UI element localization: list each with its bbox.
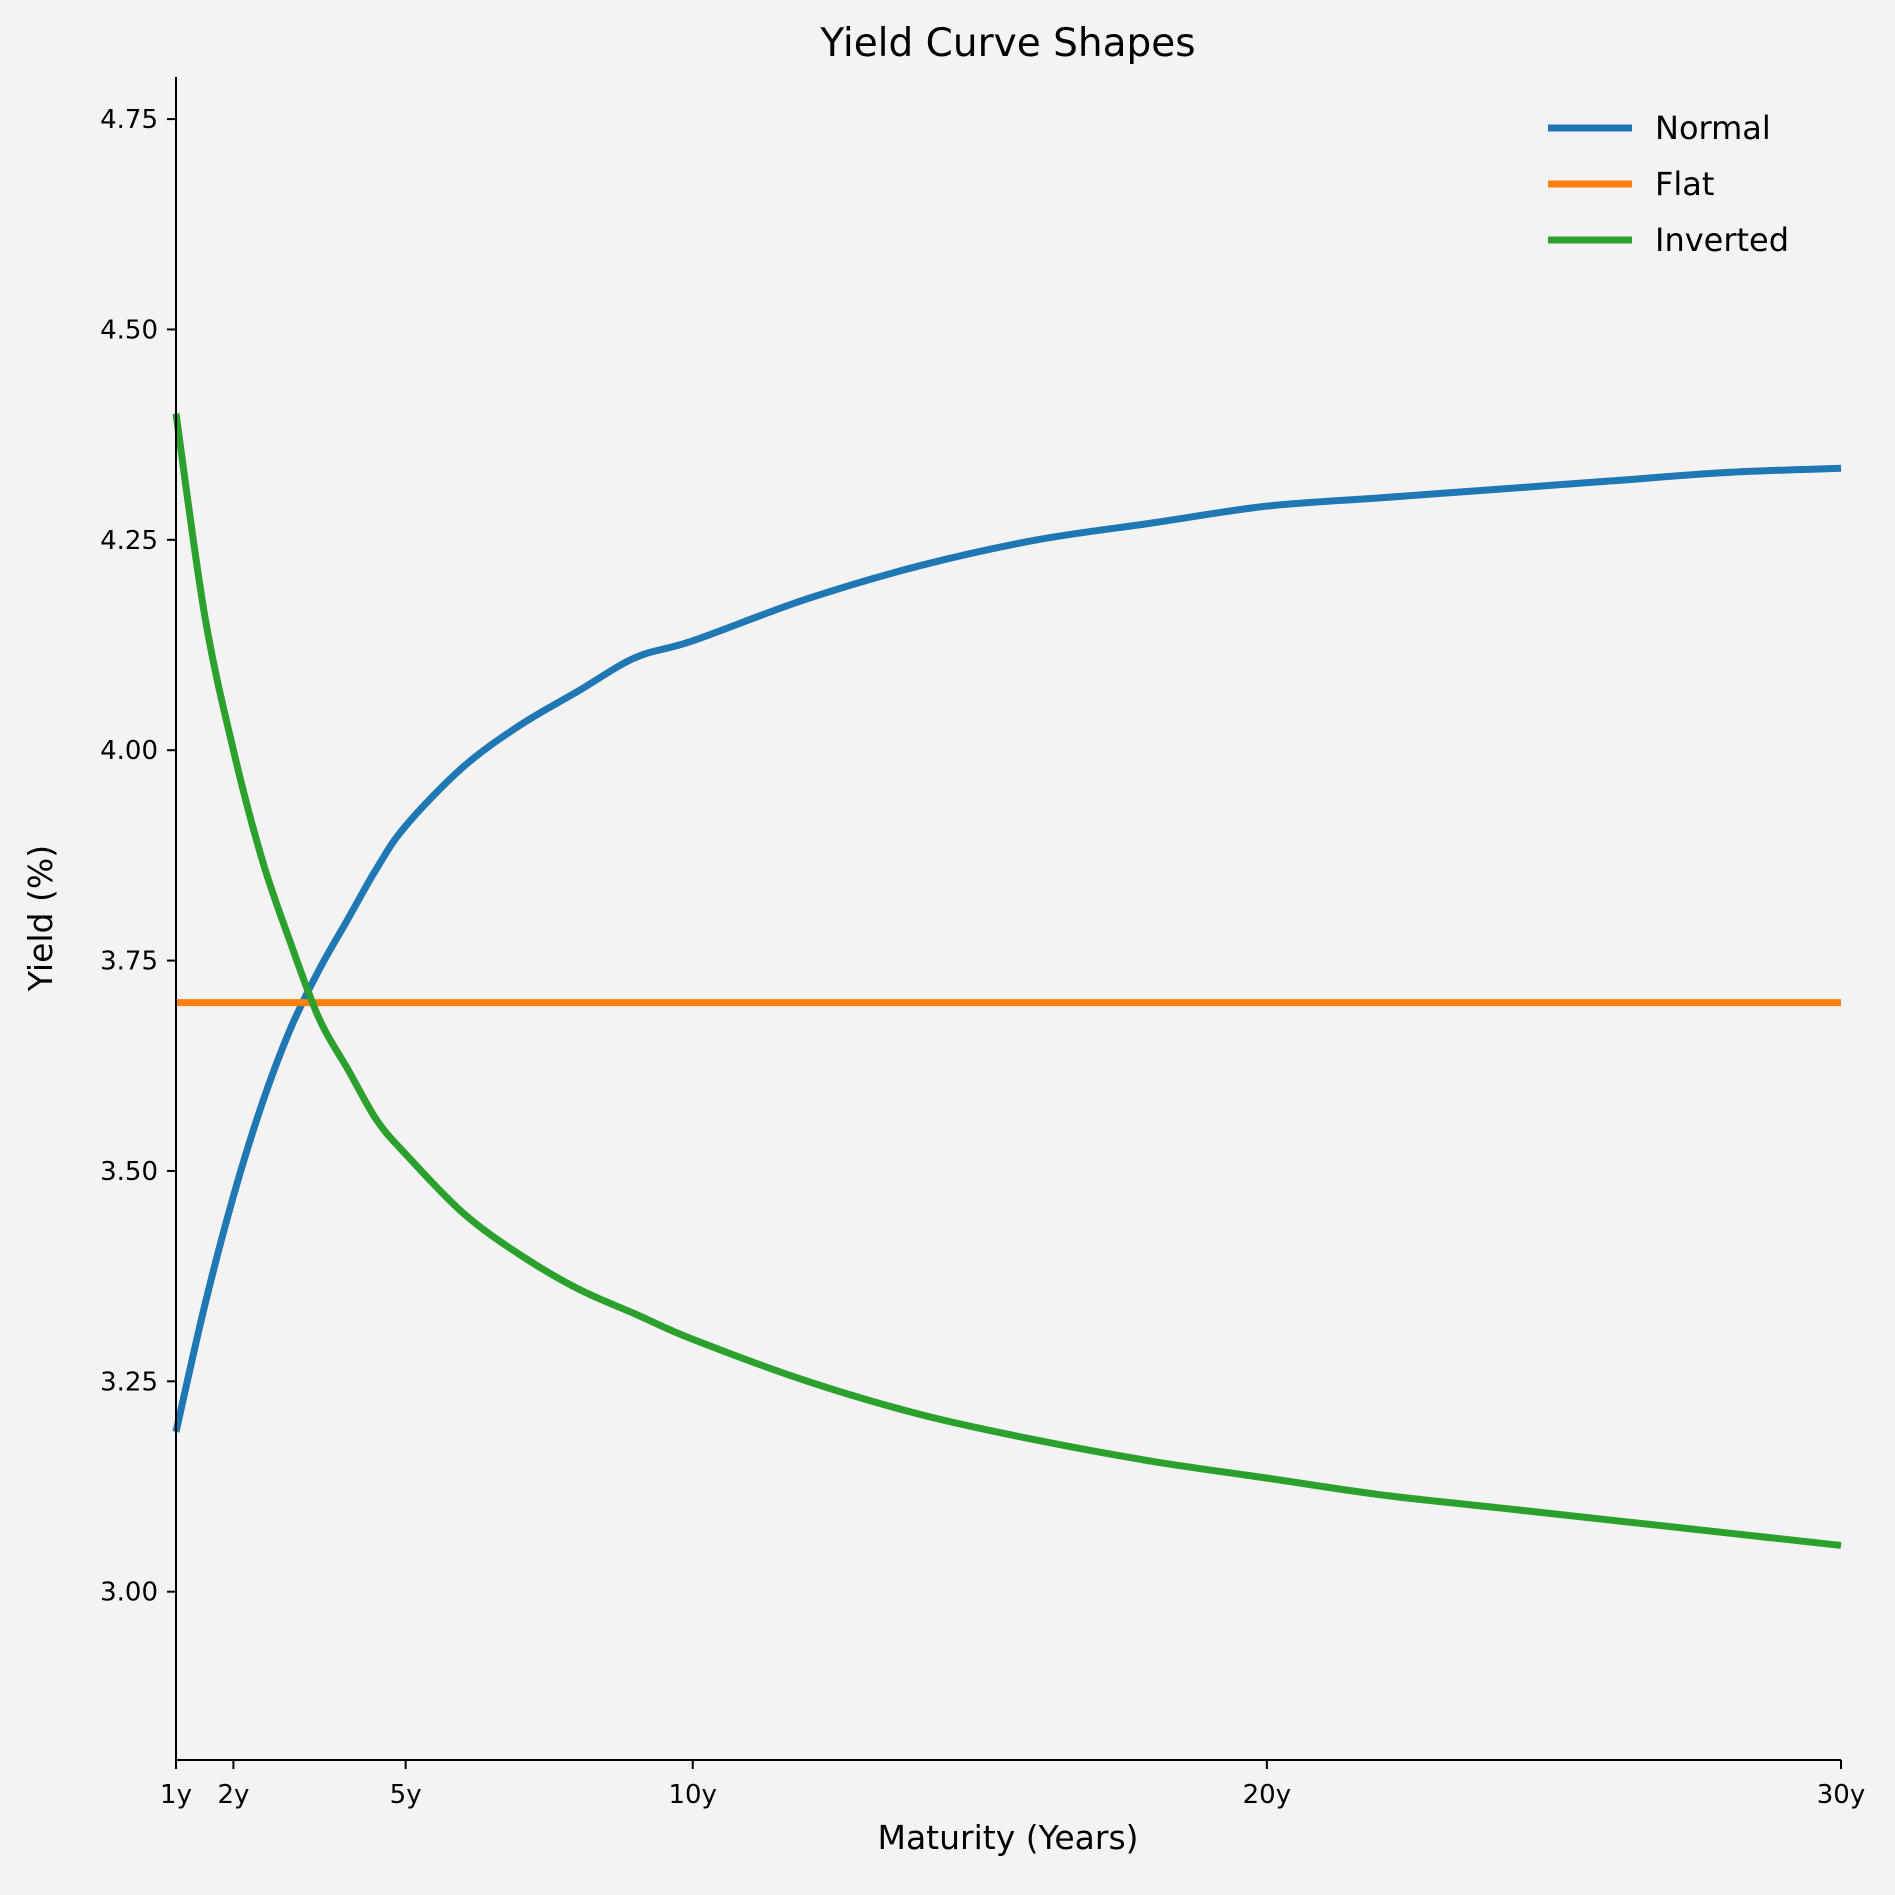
y-axis-ticks: 3.00 3.25 3.50 3.75 4.00 4.25 4.50 4.75 — [100, 105, 176, 1608]
legend-label-inverted: Inverted — [1655, 221, 1789, 259]
y-tick-label: 4.25 — [100, 526, 158, 556]
series-line-normal — [172, 464, 1842, 1433]
x-tick-label: 30y — [1817, 1780, 1865, 1810]
y-tick-label: 3.00 — [100, 1578, 158, 1608]
x-tick-label: 20y — [1243, 1780, 1291, 1810]
x-tick-label: 10y — [668, 1780, 716, 1810]
legend-label-flat: Flat — [1655, 165, 1714, 203]
y-tick-label: 3.50 — [100, 1157, 158, 1187]
y-tick-label: 3.25 — [100, 1367, 158, 1397]
y-tick-label: 4.75 — [100, 105, 158, 135]
y-tick-label: 4.50 — [100, 315, 158, 345]
x-axis-ticks: 1y 2y 5y 10y 20y 30y — [160, 1760, 1865, 1810]
chart-title: Yield Curve Shapes — [819, 21, 1195, 66]
x-axis-label: Maturity (Years) — [877, 1818, 1138, 1857]
plot-lines — [172, 413, 1842, 1549]
y-tick-label: 4.00 — [100, 736, 158, 766]
series-line-inverted — [172, 413, 1842, 1549]
x-tick-label: 2y — [217, 1780, 249, 1810]
x-tick-label: 1y — [160, 1780, 192, 1810]
x-tick-label: 5y — [390, 1780, 422, 1810]
legend: Normal Flat Inverted — [1548, 109, 1789, 259]
legend-label-normal: Normal — [1655, 109, 1771, 147]
y-tick-label: 3.75 — [100, 947, 158, 977]
y-axis-label: Yield (%) — [21, 845, 60, 992]
